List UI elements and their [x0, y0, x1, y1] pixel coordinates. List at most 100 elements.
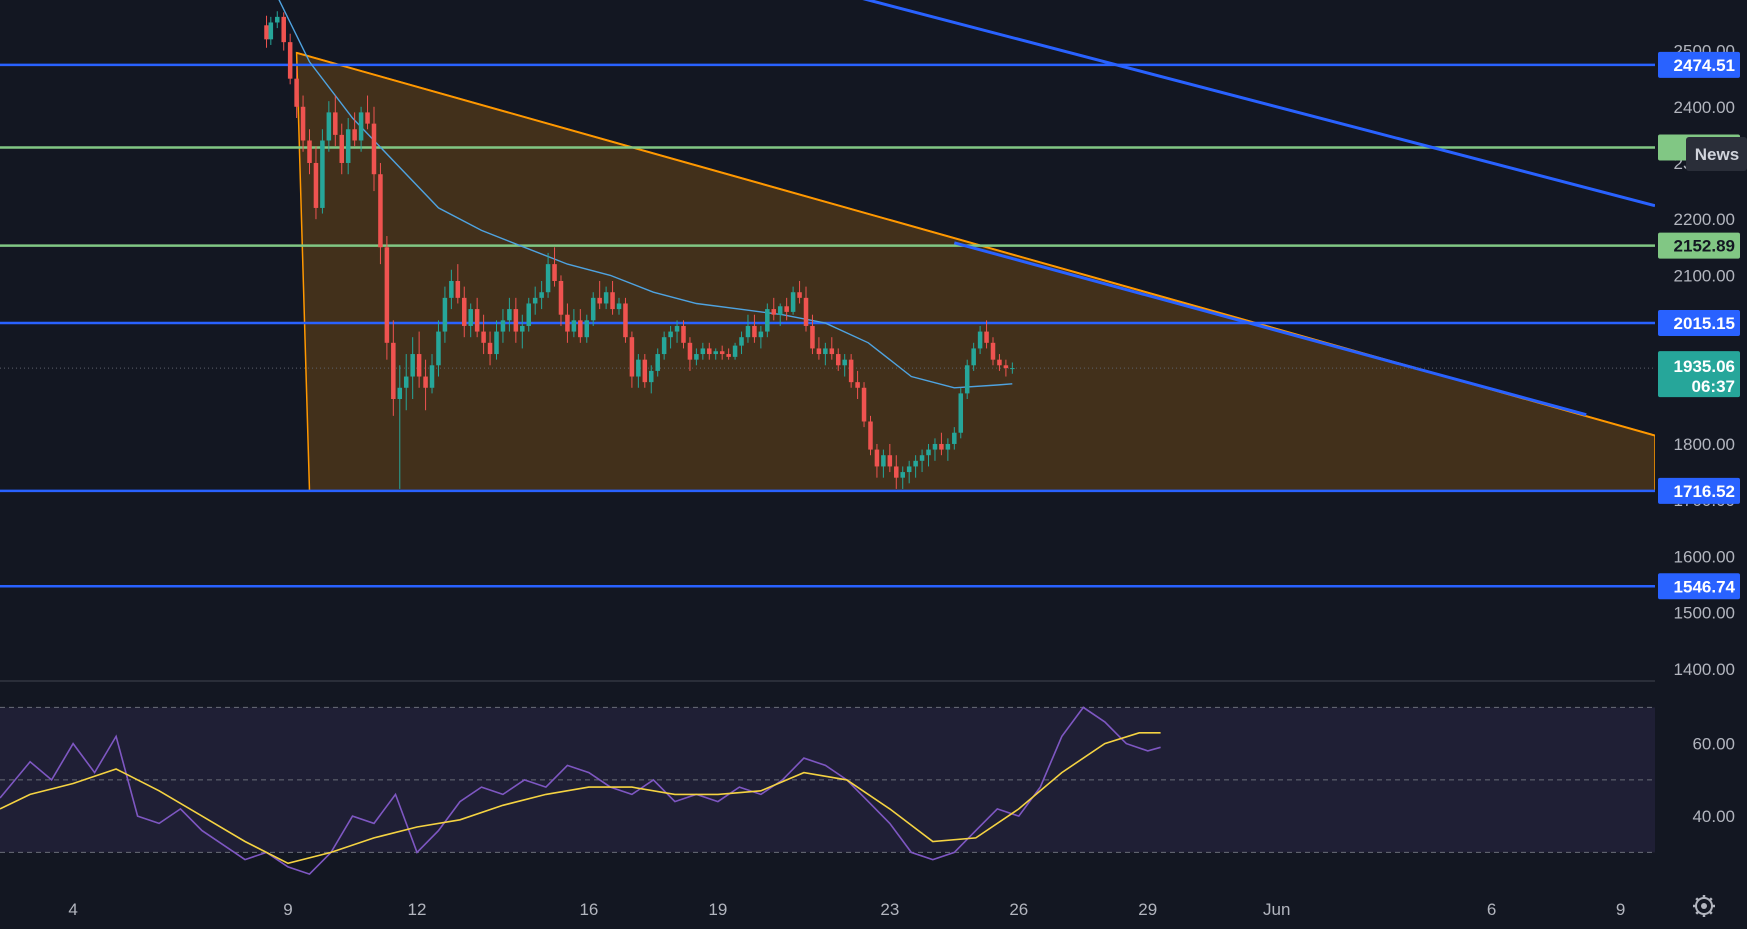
level-tag-3[interactable]: 2015.15 — [1658, 310, 1740, 337]
candle-4[interactable] — [287, 33, 293, 85]
candle-72[interactable] — [726, 348, 731, 360]
candle-42[interactable] — [532, 286, 538, 315]
candle-1[interactable] — [268, 16, 274, 45]
candle-87[interactable] — [823, 342, 828, 366]
candle-116[interactable] — [1010, 362, 1015, 374]
candle-43[interactable] — [539, 280, 544, 310]
candle-45[interactable] — [552, 247, 557, 287]
candle-66[interactable] — [687, 337, 693, 371]
candle-25[interactable] — [423, 359, 428, 411]
candle-0[interactable] — [264, 15, 269, 48]
candle-93[interactable] — [861, 382, 867, 428]
candle-103[interactable] — [926, 443, 931, 467]
candle-112[interactable] — [984, 320, 989, 349]
candle-95[interactable] — [874, 443, 880, 478]
time-axis[interactable]: 4 9 12 16 19 23 26 29 Jun 6 9 — [0, 885, 1715, 929]
candle-78[interactable] — [765, 303, 770, 338]
candle-106[interactable] — [945, 438, 951, 461]
candle-63[interactable] — [668, 325, 673, 349]
candle-100[interactable] — [906, 460, 912, 484]
candle-61[interactable] — [655, 348, 660, 377]
candle-47[interactable] — [565, 303, 570, 343]
candle-81[interactable] — [784, 297, 789, 321]
candle-91[interactable] — [848, 354, 854, 388]
candle-38[interactable] — [507, 297, 512, 332]
candle-97[interactable] — [887, 443, 893, 473]
candle-21[interactable] — [397, 365, 403, 489]
candle-3[interactable] — [281, 12, 286, 51]
candle-26[interactable] — [429, 354, 435, 394]
candle-69[interactable] — [707, 342, 712, 360]
candle-44[interactable] — [545, 252, 551, 298]
candle-7[interactable] — [307, 129, 312, 175]
candle-40[interactable] — [520, 314, 525, 349]
level-tag-5[interactable]: 1546.74 — [1658, 573, 1740, 600]
candle-28[interactable] — [442, 286, 448, 343]
candle-52[interactable] — [597, 280, 602, 310]
candle-31[interactable] — [462, 286, 467, 338]
candle-57[interactable] — [629, 331, 635, 388]
candle-37[interactable] — [500, 309, 506, 343]
candle-94[interactable] — [868, 415, 873, 456]
news-badge[interactable]: News — [1686, 137, 1747, 171]
candle-58[interactable] — [636, 354, 641, 388]
candle-12[interactable] — [339, 123, 345, 175]
candle-76[interactable] — [752, 314, 757, 343]
candle-105[interactable] — [939, 432, 944, 456]
level-tag-0[interactable]: 2474.51 — [1658, 51, 1740, 78]
candle-51[interactable] — [590, 292, 596, 326]
rsi-line[interactable] — [0, 706, 1161, 876]
candle-104[interactable] — [932, 438, 938, 461]
rsi-ma-line[interactable] — [0, 731, 1161, 865]
candle-85[interactable] — [810, 314, 815, 355]
candle-9[interactable] — [320, 129, 325, 214]
candle-109[interactable] — [964, 359, 970, 400]
candle-67[interactable] — [694, 348, 699, 366]
candle-53[interactable] — [603, 286, 609, 310]
candle-86[interactable] — [816, 337, 822, 360]
candle-32[interactable] — [468, 303, 473, 338]
candle-102[interactable] — [919, 449, 925, 473]
candle-48[interactable] — [571, 309, 577, 338]
candle-54[interactable] — [610, 280, 615, 315]
candle-92[interactable] — [855, 370, 860, 400]
candle-108[interactable] — [958, 387, 964, 439]
candle-80[interactable] — [777, 303, 783, 326]
candle-17[interactable] — [371, 106, 377, 192]
candle-8[interactable] — [313, 146, 319, 220]
candle-64[interactable] — [674, 320, 680, 343]
candle-73[interactable] — [732, 342, 738, 360]
candle-59[interactable] — [642, 354, 648, 388]
candle-114[interactable] — [997, 354, 1002, 371]
candle-60[interactable] — [648, 365, 654, 394]
candle-39[interactable] — [513, 297, 519, 343]
candle-13[interactable] — [345, 118, 351, 175]
candle-14[interactable] — [352, 112, 357, 147]
candle-34[interactable] — [481, 314, 486, 355]
candle-29[interactable] — [449, 269, 454, 310]
candle-111[interactable] — [977, 325, 983, 355]
candle-2[interactable] — [275, 11, 280, 29]
candle-19[interactable] — [384, 236, 390, 360]
candle-84[interactable] — [803, 286, 809, 332]
candle-30[interactable] — [455, 264, 461, 304]
candle-71[interactable] — [719, 345, 725, 360]
candle-36[interactable] — [494, 320, 499, 360]
candle-62[interactable] — [661, 331, 667, 360]
candle-11[interactable] — [333, 95, 338, 147]
candle-22[interactable] — [403, 354, 409, 411]
moving-average-line[interactable] — [271, 0, 1013, 389]
candle-74[interactable] — [739, 331, 744, 355]
candle-115[interactable] — [1003, 359, 1009, 377]
candle-16[interactable] — [365, 95, 370, 130]
candle-68[interactable] — [700, 342, 706, 360]
candle-75[interactable] — [745, 314, 751, 343]
candle-10[interactable] — [326, 101, 332, 152]
level-tag-4[interactable]: 1716.52 — [1658, 477, 1740, 504]
candle-77[interactable] — [758, 325, 764, 349]
trendline-0[interactable] — [589, 0, 1656, 208]
candle-96[interactable] — [881, 449, 886, 478]
candle-65[interactable] — [681, 320, 686, 349]
candle-35[interactable] — [487, 331, 493, 366]
